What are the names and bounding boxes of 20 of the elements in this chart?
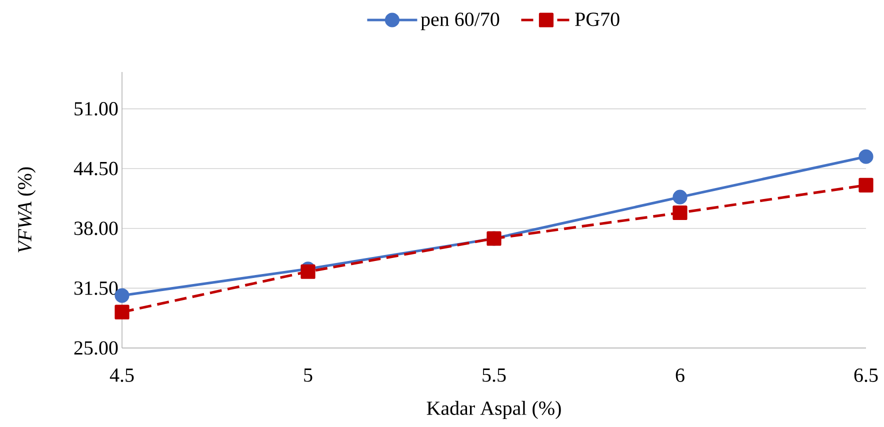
y-tick-label: 25.00 [74,341,118,355]
y-tick-label: 38.00 [74,222,118,236]
point [114,304,130,320]
point [300,264,316,279]
y-axis-title: VFWA (%) [17,167,36,252]
point [858,149,874,164]
legend-label: pen 60/70 [420,12,500,30]
x-tick-label: 6.5 [854,368,878,382]
y-tick-label: 51.00 [74,102,118,116]
point [672,190,688,204]
x-tick-label: 4.5 [110,368,134,382]
y-tick-label: 44.50 [74,162,118,176]
x-tick-label: 5.5 [482,368,506,382]
point [672,205,688,220]
x-tick-label: 6 [676,368,684,382]
y-tick-label: 31.50 [74,281,118,295]
legend-label: PG70 [575,12,620,26]
x-tick-label: 5 [304,368,312,382]
x-axis-title: Kadar Aspal (%) [426,400,561,420]
point [858,178,874,192]
